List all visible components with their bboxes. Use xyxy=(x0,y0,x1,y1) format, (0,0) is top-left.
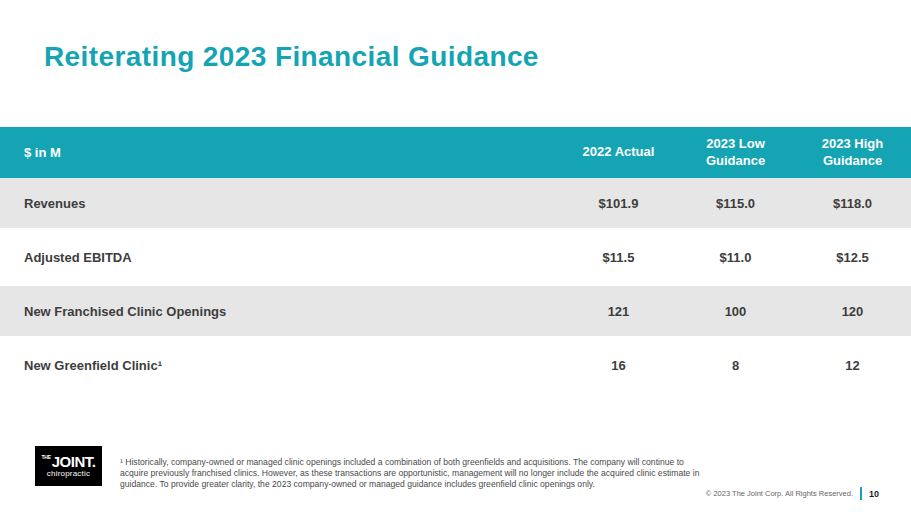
row-label: Revenues xyxy=(0,196,560,211)
row-label: New Franchised Clinic Openings xyxy=(0,304,560,319)
cell-value: 120 xyxy=(794,304,911,319)
column-header-2023-high-guidance: 2023 High Guidance xyxy=(794,136,911,169)
column-header-2022-actual: 2022 Actual xyxy=(560,144,677,161)
cell-value: 100 xyxy=(677,304,794,319)
cell-value: 16 xyxy=(560,358,677,373)
cell-value: $118.0 xyxy=(794,196,911,211)
row-label: New Greenfield Clinic¹ xyxy=(0,358,560,373)
financial-guidance-table: $ in M 2022 Actual 2023 Low Guidance 202… xyxy=(0,127,911,394)
logo-joint-text: JOINT. xyxy=(52,454,96,469)
cell-value: $12.5 xyxy=(794,250,911,265)
table-row-revenues: Revenues $101.9 $115.0 $118.0 xyxy=(0,178,911,228)
unit-label: $ in M xyxy=(0,145,560,160)
page-number: 10 xyxy=(869,489,879,499)
table-row-adjusted-ebitda: Adjusted EBITDA $11.5 $11.0 $12.5 xyxy=(0,232,911,282)
footer-right: © 2023 The Joint Corp. All Rights Reserv… xyxy=(706,487,879,500)
column-header-2023-low-guidance: 2023 Low Guidance xyxy=(677,136,794,169)
copyright-text: © 2023 The Joint Corp. All Rights Reserv… xyxy=(706,489,853,498)
footnote: ¹ Historically, company-owned or managed… xyxy=(120,457,700,490)
cell-value: 12 xyxy=(794,358,911,373)
table-row-new-greenfield-clinic: New Greenfield Clinic¹ 16 8 12 xyxy=(0,340,911,390)
logo-chiropractic-text: chiropractic xyxy=(47,470,90,478)
page-number-divider xyxy=(860,487,862,500)
slide-title: Reiterating 2023 Financial Guidance xyxy=(44,41,539,73)
row-label: Adjusted EBITDA xyxy=(0,250,560,265)
cell-value: 8 xyxy=(677,358,794,373)
cell-value: $101.9 xyxy=(560,196,677,211)
logo-the-text: THE xyxy=(42,455,51,460)
cell-value: $115.0 xyxy=(677,196,794,211)
table-row-new-franchised-clinic-openings: New Franchised Clinic Openings 121 100 1… xyxy=(0,286,911,336)
cell-value: $11.0 xyxy=(677,250,794,265)
joint-chiropractic-logo: THE JOINT. chiropractic xyxy=(35,446,102,486)
table-header-row: $ in M 2022 Actual 2023 Low Guidance 202… xyxy=(0,127,911,178)
cell-value: $11.5 xyxy=(560,250,677,265)
cell-value: 121 xyxy=(560,304,677,319)
